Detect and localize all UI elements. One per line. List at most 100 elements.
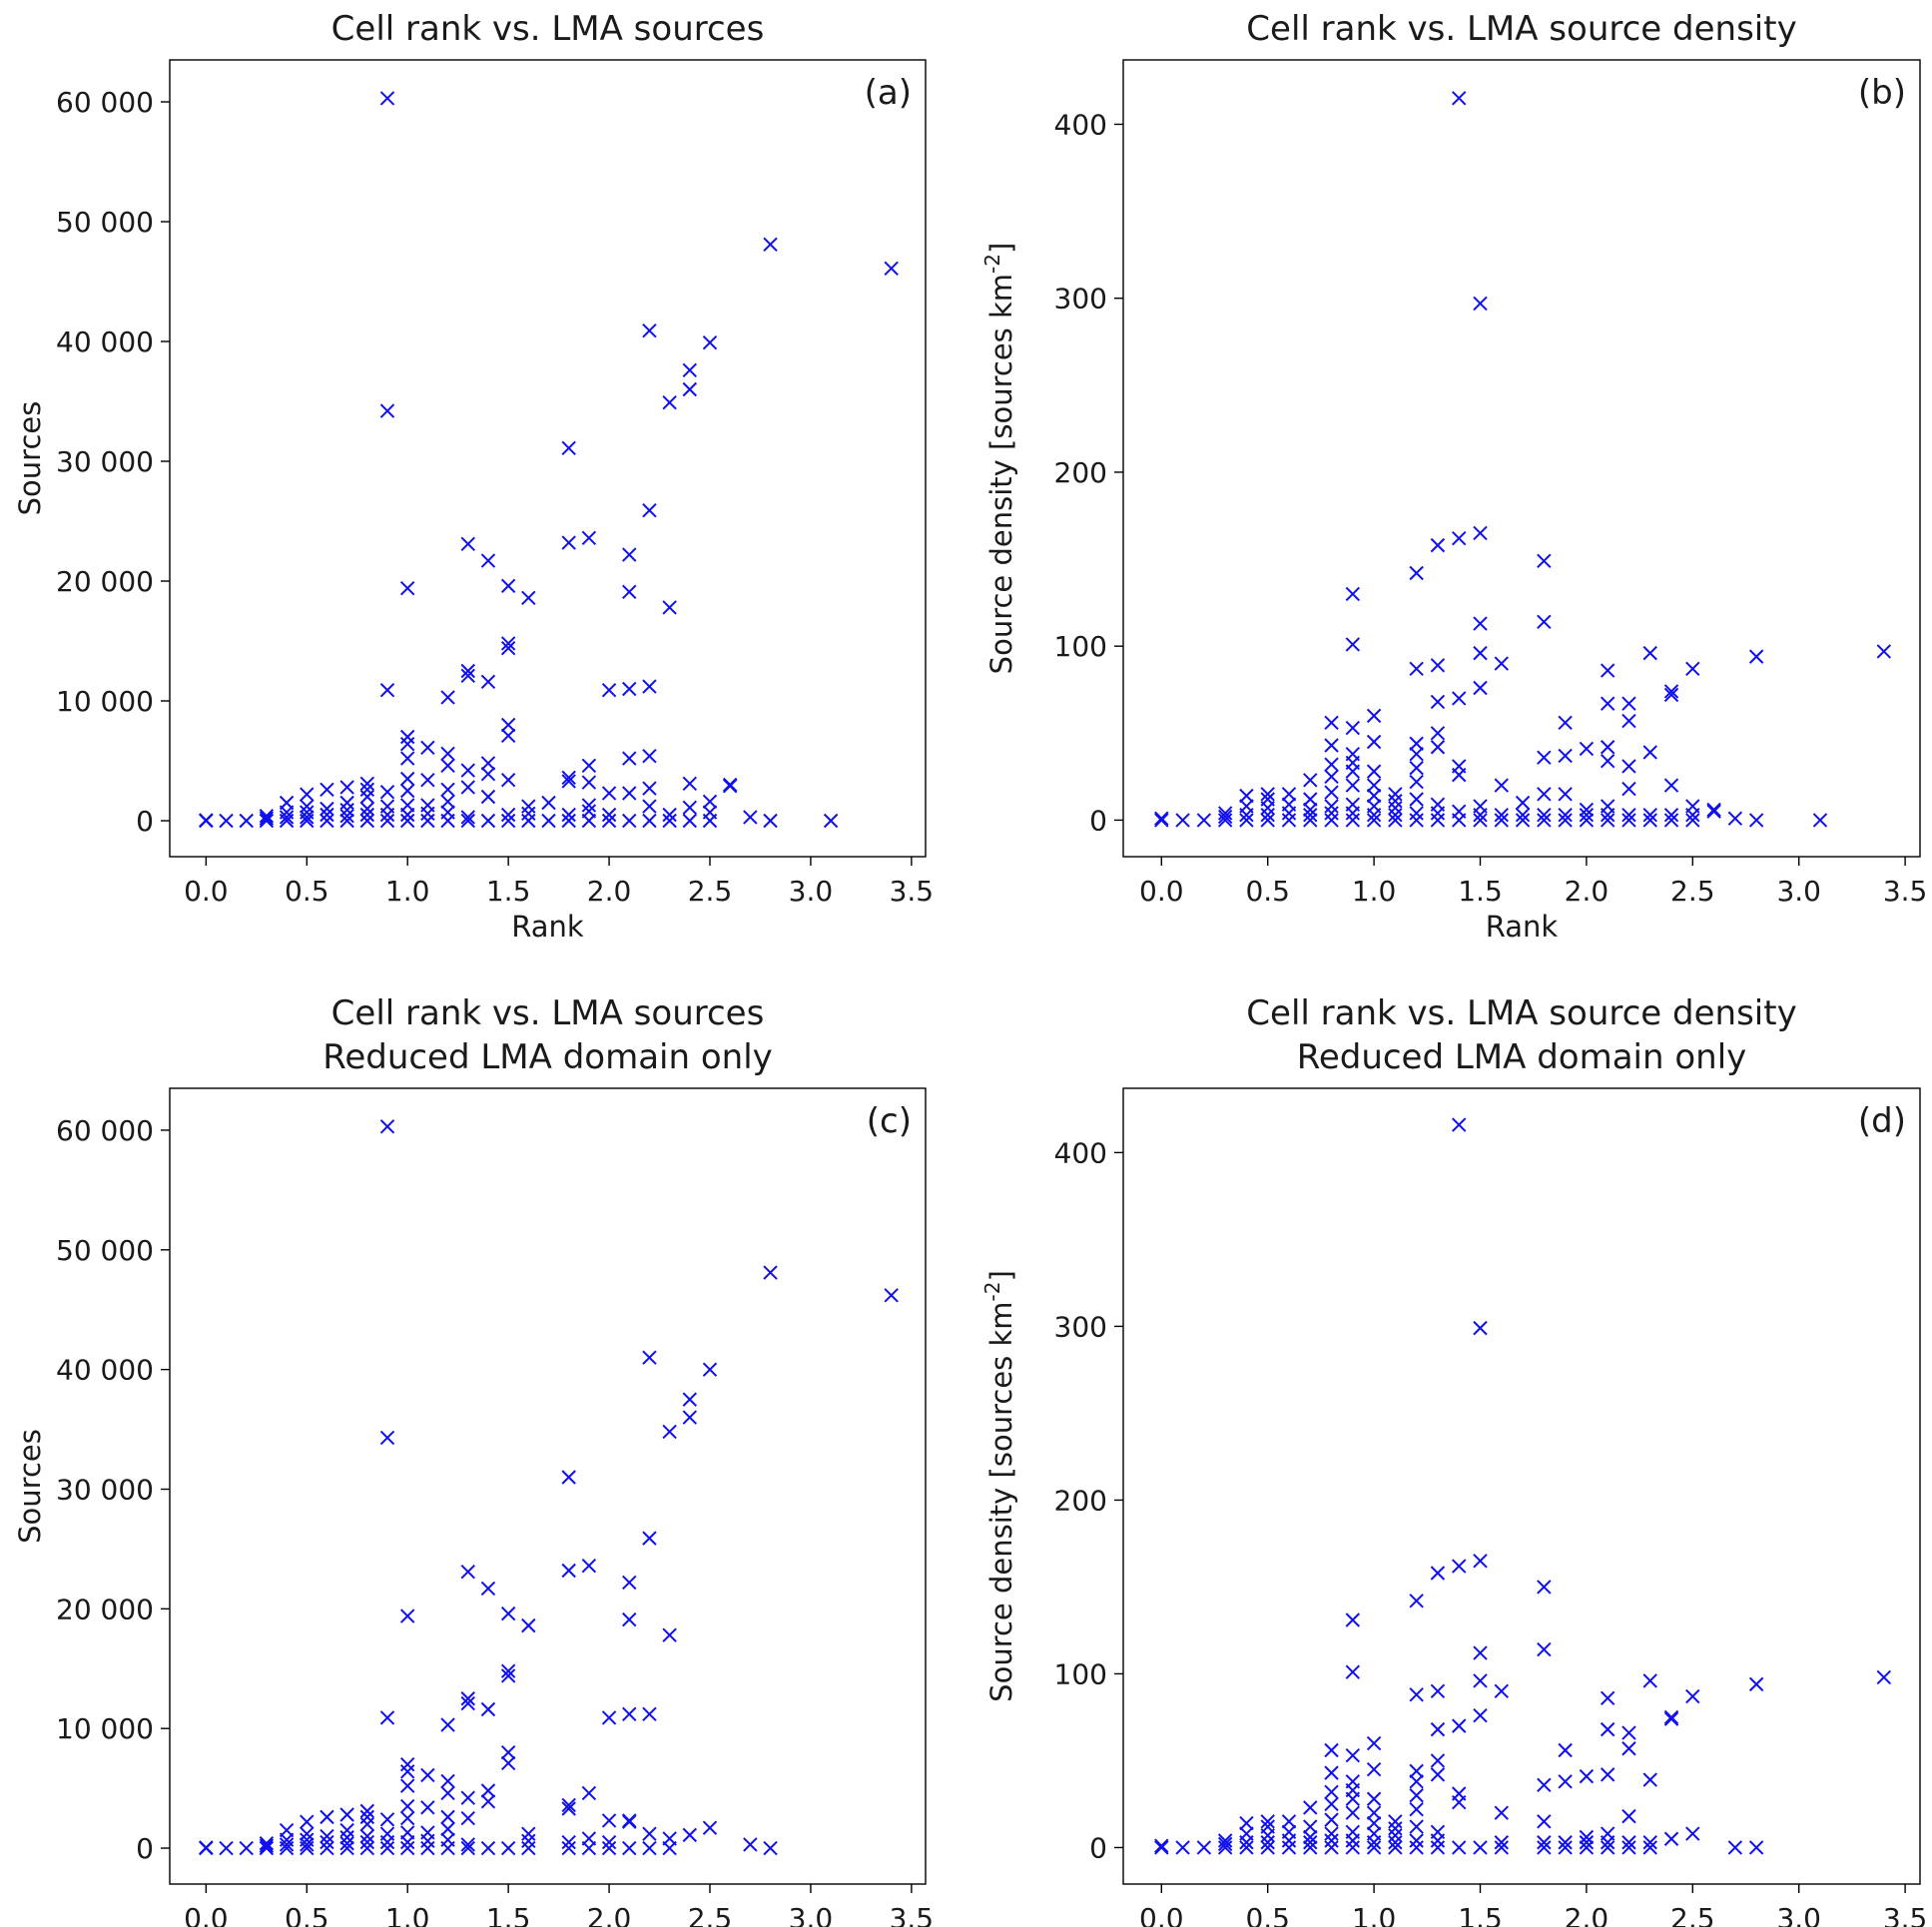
panel-label-b: (b) — [1858, 73, 1906, 113]
data-point-b — [1366, 764, 1382, 779]
data-point-a — [399, 798, 415, 813]
panel-label-d: (d) — [1858, 1101, 1906, 1141]
data-point-a — [320, 782, 334, 798]
data-point-b — [1600, 696, 1615, 711]
data-point-a — [279, 795, 295, 811]
data-point-a — [500, 636, 516, 651]
data-point-b — [1558, 715, 1573, 731]
data-point-d — [1366, 1791, 1382, 1806]
y-axis-label-a: Sources — [13, 401, 47, 516]
data-point-c — [300, 1814, 315, 1829]
data-point-b — [1600, 663, 1615, 678]
data-point-b — [1600, 813, 1615, 828]
data-point-b — [1366, 778, 1382, 793]
data-point-a — [521, 806, 536, 822]
x-tick-label-d: 0.0 — [1139, 1902, 1184, 1927]
data-point-a — [722, 777, 738, 793]
y-tick-label-d: 300 — [1054, 1310, 1107, 1343]
data-point-d — [1748, 1840, 1764, 1855]
data-point-a — [339, 808, 354, 824]
data-point-c — [359, 1803, 375, 1819]
data-point-b — [1345, 797, 1361, 812]
data-point-d — [1324, 1784, 1339, 1799]
data-point-b — [1303, 792, 1318, 807]
data-point-b — [1324, 715, 1339, 731]
data-point-b — [1494, 656, 1509, 671]
data-point-c — [359, 1816, 375, 1832]
data-point-d — [1303, 1840, 1318, 1855]
data-point-c — [561, 1797, 576, 1813]
data-point-b — [1175, 813, 1190, 828]
data-point-d — [1366, 1815, 1382, 1831]
data-point-b — [1600, 740, 1615, 755]
data-point-c — [460, 1691, 475, 1706]
x-tick-label-a: 1.5 — [486, 875, 531, 908]
data-point-b — [1324, 757, 1339, 772]
y-tick-label-b: 300 — [1054, 283, 1107, 316]
data-point-c — [399, 1840, 415, 1856]
data-point-a — [379, 403, 395, 418]
data-point-a — [480, 789, 496, 805]
data-point-a — [460, 668, 475, 684]
y-tick-label-c: 30 000 — [56, 1473, 154, 1506]
data-point-b — [1217, 813, 1233, 828]
y-tick-label-c: 10 000 — [56, 1712, 154, 1745]
data-point-d — [1409, 1840, 1424, 1855]
plot-frame-b — [1122, 59, 1921, 858]
data-point-a — [682, 362, 698, 378]
data-point-d — [1600, 1721, 1615, 1737]
data-point-b — [1558, 813, 1573, 828]
data-point-a — [581, 798, 597, 813]
data-point-b — [1409, 746, 1424, 762]
y-tick-label-c: 60 000 — [56, 1114, 154, 1147]
data-point-a — [300, 799, 315, 814]
data-point-d — [1324, 1833, 1339, 1848]
data-point-d — [1388, 1821, 1403, 1836]
data-point-b — [1430, 797, 1446, 812]
data-point-b — [1324, 769, 1339, 785]
data-point-c — [480, 1701, 496, 1717]
y-tick-label-d: 400 — [1054, 1136, 1107, 1169]
data-point-d — [1303, 1835, 1318, 1850]
data-point-b — [1154, 811, 1169, 826]
data-point-d — [1452, 1786, 1467, 1801]
data-point-a — [642, 813, 657, 829]
data-point-b — [1303, 802, 1318, 818]
data-point-a — [339, 813, 354, 829]
data-point-a — [561, 440, 576, 456]
data-point-d — [1579, 1829, 1595, 1845]
data-point-a — [642, 679, 657, 694]
data-point-b — [1537, 787, 1552, 802]
y-tick-label-d: 100 — [1054, 1657, 1107, 1690]
data-point-d — [1388, 1828, 1403, 1843]
data-point-b — [1515, 807, 1531, 823]
data-point-c — [320, 1840, 334, 1856]
data-point-a — [480, 766, 496, 782]
data-point-c — [399, 1756, 415, 1772]
chart-title-c-line1: Cell rank vs. LMA sources — [331, 993, 765, 1033]
data-point-d — [1621, 1808, 1636, 1824]
data-point-c — [440, 1717, 455, 1732]
data-point-a — [500, 772, 516, 788]
data-point-a — [884, 261, 899, 277]
data-point-b — [1303, 807, 1318, 823]
data-point-b — [1409, 760, 1424, 776]
data-point-d — [1558, 1774, 1573, 1789]
data-point-d — [1324, 1840, 1339, 1855]
data-point-a — [581, 758, 597, 774]
y-tick-label-a: 20 000 — [56, 565, 154, 598]
data-point-d — [1217, 1833, 1233, 1848]
data-point-c — [300, 1837, 315, 1852]
data-point-a — [702, 334, 718, 350]
data-point-d — [1558, 1840, 1573, 1855]
data-point-c — [339, 1830, 354, 1845]
data-point-b — [1621, 781, 1636, 797]
data-point-c — [379, 1826, 395, 1841]
data-point-b — [1388, 807, 1403, 823]
data-point-a — [460, 536, 475, 552]
data-point-c — [763, 1840, 778, 1856]
x-axis-label-b: Rank — [1486, 910, 1559, 944]
data-point-c — [320, 1828, 334, 1844]
data-point-d — [1409, 1819, 1424, 1834]
data-point-b — [1515, 813, 1531, 828]
